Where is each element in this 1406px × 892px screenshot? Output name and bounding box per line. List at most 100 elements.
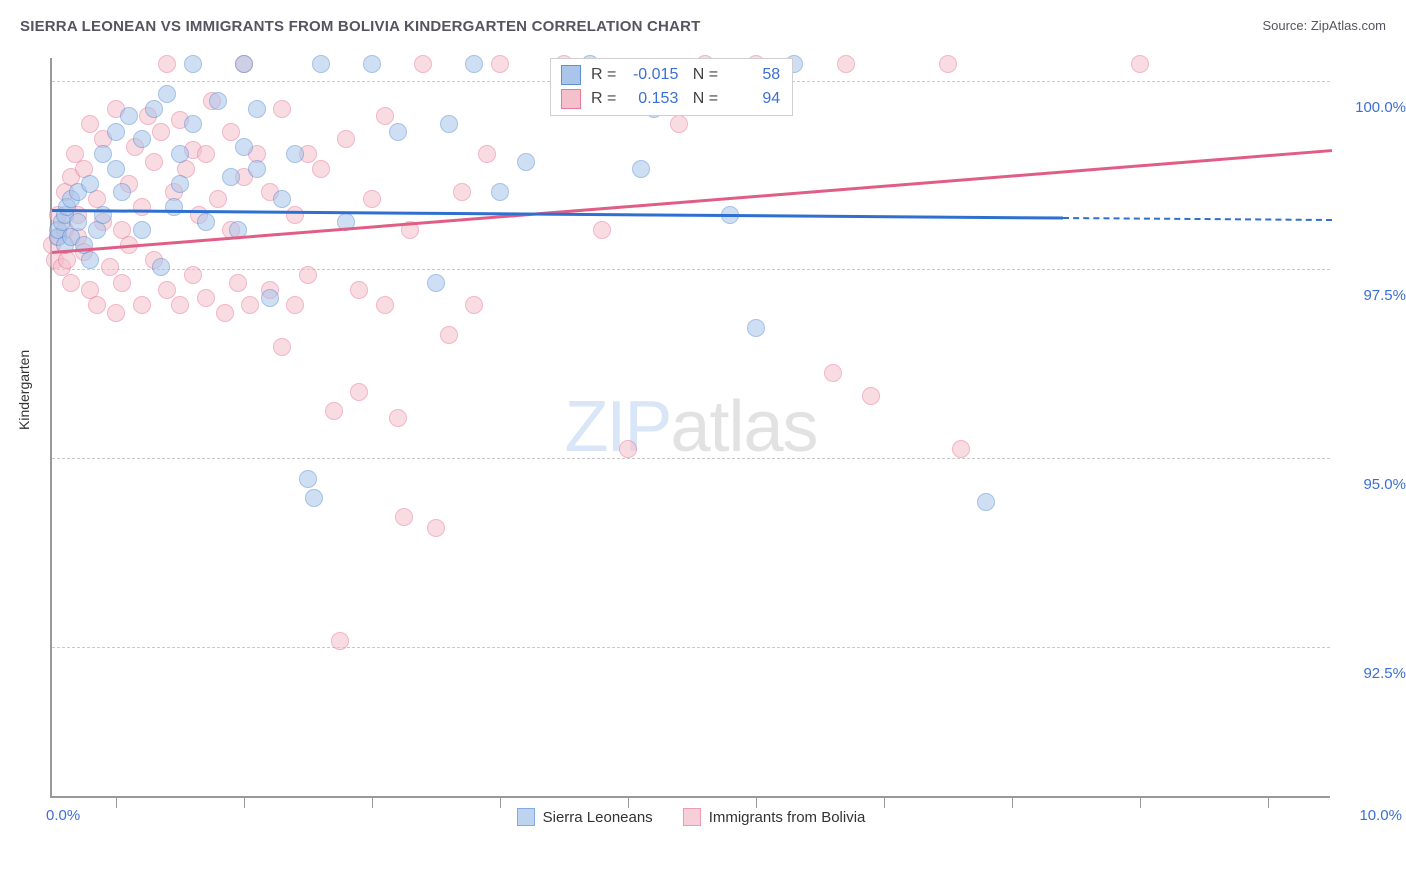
scatter-point-pink (478, 145, 496, 163)
scatter-point-blue (286, 145, 304, 163)
y-tick-label: 95.0% (1336, 476, 1406, 493)
scatter-point-blue (69, 213, 87, 231)
scatter-point-blue (235, 55, 253, 73)
scatter-point-blue (81, 251, 99, 269)
scatter-point-pink (593, 221, 611, 239)
scatter-point-pink (862, 387, 880, 405)
stats-legend-box: R = -0.015 N = 58 R = 0.153 N = 94 (550, 58, 793, 116)
regression-line-pink (52, 149, 1332, 254)
scatter-point-pink (145, 153, 163, 171)
scatter-point-pink (824, 364, 842, 382)
stats-n-label: N = (688, 66, 718, 84)
scatter-point-blue (94, 206, 112, 224)
scatter-point-pink (952, 440, 970, 458)
x-tick (756, 798, 757, 808)
stats-r-label: R = (591, 66, 616, 84)
scatter-point-pink (670, 115, 688, 133)
scatter-point-pink (363, 190, 381, 208)
scatter-point-blue (491, 183, 509, 201)
watermark: ZIPatlas (564, 386, 817, 468)
grid-line (52, 647, 1330, 648)
x-tick (372, 798, 373, 808)
scatter-point-pink (337, 130, 355, 148)
scatter-point-blue (273, 190, 291, 208)
grid-line (52, 458, 1330, 459)
scatter-point-blue (222, 168, 240, 186)
x-max-label: 10.0% (1359, 807, 1402, 824)
scatter-point-pink (222, 123, 240, 141)
legend-swatch-blue (517, 808, 535, 826)
scatter-point-pink (350, 383, 368, 401)
scatter-point-blue (248, 160, 266, 178)
regression-line-blue-dashed (1063, 217, 1332, 221)
scatter-point-blue (248, 100, 266, 118)
scatter-point-blue (632, 160, 650, 178)
stats-row-blue: R = -0.015 N = 58 (561, 65, 780, 85)
stats-n-pink: 94 (728, 90, 780, 108)
scatter-point-pink (414, 55, 432, 73)
scatter-point-pink (491, 55, 509, 73)
scatter-point-blue (184, 115, 202, 133)
stats-r-label: R = (591, 90, 616, 108)
scatter-point-blue (517, 153, 535, 171)
scatter-point-pink (216, 304, 234, 322)
scatter-point-pink (184, 266, 202, 284)
scatter-point-blue (440, 115, 458, 133)
scatter-point-pink (299, 266, 317, 284)
scatter-point-pink (241, 296, 259, 314)
scatter-point-pink (88, 296, 106, 314)
x-tick (244, 798, 245, 808)
x-tick (1012, 798, 1013, 808)
scatter-point-pink (158, 281, 176, 299)
x-tick (628, 798, 629, 808)
scatter-point-pink (286, 206, 304, 224)
scatter-point-blue (107, 123, 125, 141)
scatter-point-pink (465, 296, 483, 314)
x-tick (884, 798, 885, 808)
scatter-point-pink (107, 304, 125, 322)
scatter-point-pink (376, 296, 394, 314)
stats-swatch-blue (561, 65, 581, 85)
scatter-point-pink (286, 296, 304, 314)
scatter-point-blue (171, 175, 189, 193)
scatter-point-pink (1131, 55, 1149, 73)
stats-r-pink: 0.153 (626, 90, 678, 108)
legend-bottom: Sierra Leoneans Immigrants from Bolivia (52, 808, 1330, 826)
scatter-point-blue (209, 92, 227, 110)
scatter-point-blue (133, 221, 151, 239)
scatter-point-pink (939, 55, 957, 73)
scatter-point-pink (325, 402, 343, 420)
stats-row-pink: R = 0.153 N = 94 (561, 89, 780, 109)
x-tick (1268, 798, 1269, 808)
stats-n-label: N = (688, 90, 718, 108)
scatter-point-blue (171, 145, 189, 163)
scatter-point-blue (261, 289, 279, 307)
watermark-atlas: atlas (670, 387, 817, 467)
scatter-point-pink (273, 100, 291, 118)
watermark-zip: ZIP (564, 387, 670, 467)
scatter-point-pink (152, 123, 170, 141)
chart-area: ZIPatlas 100.0%97.5%95.0%92.5% R = -0.01… (50, 58, 1330, 798)
scatter-point-pink (312, 160, 330, 178)
legend-swatch-pink (683, 808, 701, 826)
y-tick-label: 92.5% (1336, 665, 1406, 682)
scatter-point-pink (453, 183, 471, 201)
scatter-point-blue (107, 160, 125, 178)
scatter-point-blue (197, 213, 215, 231)
scatter-point-pink (197, 145, 215, 163)
legend-item-blue: Sierra Leoneans (517, 808, 653, 826)
scatter-point-blue (145, 100, 163, 118)
scatter-point-blue (977, 493, 995, 511)
scatter-point-blue (94, 145, 112, 163)
scatter-point-blue (305, 489, 323, 507)
legend-item-pink: Immigrants from Bolivia (683, 808, 866, 826)
x-min-label: 0.0% (46, 807, 80, 824)
legend-label-pink: Immigrants from Bolivia (709, 809, 866, 826)
scatter-point-blue (81, 175, 99, 193)
x-tick (1140, 798, 1141, 808)
stats-n-blue: 58 (728, 66, 780, 84)
plot-region: ZIPatlas 100.0%97.5%95.0%92.5% (52, 58, 1330, 796)
scatter-point-blue (113, 183, 131, 201)
scatter-point-blue (427, 274, 445, 292)
scatter-point-pink (376, 107, 394, 125)
